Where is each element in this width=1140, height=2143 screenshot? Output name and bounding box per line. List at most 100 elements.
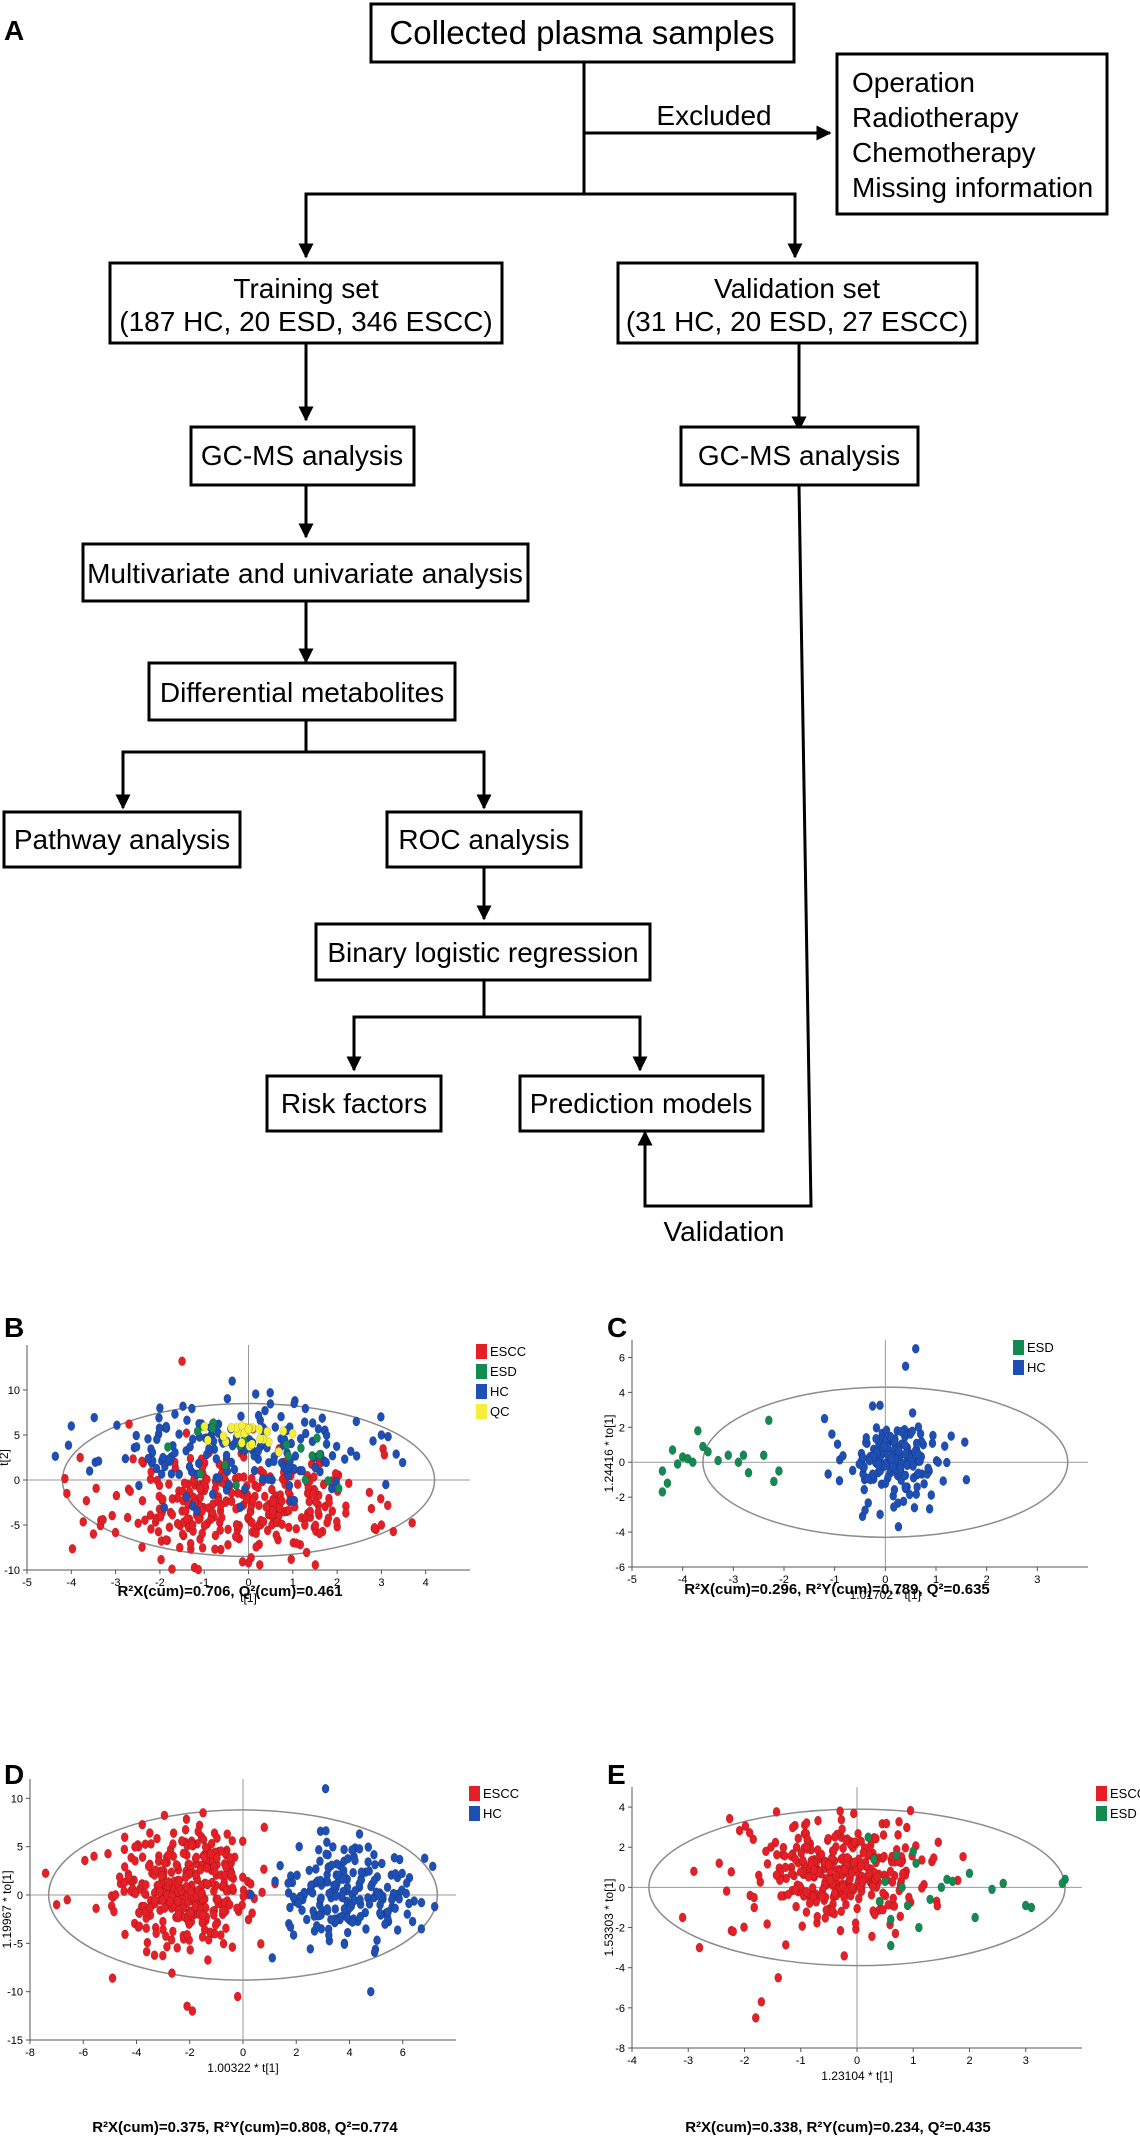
data-point-hc (144, 1453, 153, 1464)
data-point-escc (871, 1833, 880, 1843)
data-point-escc (832, 1871, 841, 1881)
data-point-escc (198, 1528, 207, 1539)
data-point-hc (903, 1460, 912, 1471)
data-point-hc (183, 1415, 191, 1426)
node-pathway: Pathway analysis (2, 810, 242, 869)
data-point-qc (274, 1446, 283, 1457)
data-point-hc (311, 1462, 320, 1473)
y-tick-label: -6 (615, 2003, 625, 2015)
data-point-escc (181, 1824, 190, 1835)
data-point-escc (879, 1888, 887, 1898)
model-statistics: R²X(cum)=0.706, Q²(cum)=0.461 (117, 1583, 342, 1600)
data-point-escc (300, 1520, 309, 1530)
data-point-escc (246, 1879, 255, 1889)
data-point-escc (817, 1891, 826, 1902)
x-tick-label: -2 (155, 1577, 165, 1589)
data-point-hc (121, 1453, 130, 1464)
data-point-hc (250, 1465, 259, 1476)
data-point-escc (168, 1493, 177, 1504)
data-point-escc (849, 1808, 858, 1819)
data-point-hc (384, 1431, 392, 1442)
data-point-escc (268, 1496, 277, 1507)
data-point-esd (196, 1468, 205, 1479)
data-point-hc (405, 1898, 413, 1909)
flowchart: A Collected plasma s (2, 2, 1109, 1247)
data-point-escc (224, 1524, 232, 1535)
data-point-escc (839, 1881, 848, 1892)
data-point-escc (836, 1806, 844, 1816)
data-point-escc (867, 1890, 876, 1900)
y-axis-label: 1.24416 * to[1] (602, 1414, 616, 1492)
data-point-escc (814, 1815, 822, 1826)
data-point-escc (232, 1519, 241, 1530)
data-point-hc (855, 1459, 864, 1469)
data-point-hc (392, 1449, 401, 1459)
data-point-escc (165, 1522, 174, 1533)
data-point-escc (850, 1837, 859, 1848)
data-point-escc (181, 1872, 190, 1883)
data-point-escc (933, 1900, 942, 1911)
x-tick-label: 4 (346, 2047, 352, 2059)
model-statistics: R²X(cum)=0.375, R²Y(cum)=0.808, Q²=0.774 (92, 2119, 398, 2136)
data-point-esd (308, 1451, 317, 1461)
data-point-escc (158, 1950, 167, 1961)
data-point-escc (813, 1911, 822, 1922)
data-point-hc (85, 1466, 94, 1476)
y-tick-label: 5 (14, 1430, 20, 1442)
data-point-hc (67, 1421, 76, 1431)
data-point-escc (168, 1968, 176, 1978)
data-point-hc (286, 1922, 295, 1932)
data-point-hc (175, 1469, 183, 1480)
data-point-escc (332, 1516, 341, 1527)
data-point-escc (278, 1496, 286, 1506)
data-point-escc (108, 1510, 117, 1521)
data-point-esd (164, 1442, 172, 1452)
panel-label-a: A (4, 15, 24, 46)
x-tick-label: 3 (378, 1577, 384, 1589)
data-point-hc (175, 1429, 183, 1440)
exclusion-item: Missing information (852, 172, 1093, 203)
data-point-escc (201, 1842, 210, 1853)
data-point-escc (167, 1867, 176, 1878)
data-point-hc (340, 1939, 349, 1950)
validation-title: Validation set (714, 273, 880, 304)
data-point-hc (322, 1849, 330, 1860)
scatter-plot-c: -5 -4 -3 -2 -1 0 1 2 3 -6 -4 -2 0 2 4 6 1.01702 * t[1] 1.… (602, 1340, 1088, 1602)
data-point-escc (198, 1543, 207, 1553)
data-point-escc (173, 1943, 182, 1953)
data-point-escc (125, 1419, 133, 1429)
data-point-hc (162, 1421, 171, 1432)
data-point-escc (183, 2001, 191, 2012)
data-point-hc (417, 1923, 426, 1934)
data-point-escc (763, 1859, 772, 1869)
data-point-escc (186, 1907, 195, 1918)
data-point-esd (313, 1433, 321, 1443)
data-point-esd (739, 1450, 748, 1461)
data-point-esd (875, 1896, 884, 1907)
series-esd (658, 1415, 783, 1497)
data-point-hc (289, 1930, 298, 1940)
legend-label-escc: ESCC (483, 1786, 519, 1801)
data-point-escc (365, 1487, 374, 1498)
data-point-hc (868, 1401, 877, 1411)
data-point-escc (780, 1851, 789, 1861)
data-point-hc (886, 1431, 895, 1442)
data-point-escc (194, 1514, 203, 1525)
data-point-hc (254, 1410, 263, 1421)
data-point-escc (216, 1525, 225, 1535)
y-tick-label: 6 (619, 1352, 625, 1364)
data-point-esd (673, 1459, 682, 1469)
data-point-escc (802, 1907, 811, 1917)
data-point-hc (417, 1897, 426, 1908)
x-tick-label: 2 (293, 2047, 299, 2059)
data-point-escc (260, 1491, 269, 1502)
training-title: Training set (233, 273, 378, 304)
data-point-escc (880, 1851, 889, 1862)
data-point-escc (164, 1850, 173, 1861)
data-point-escc (342, 1508, 350, 1518)
data-point-esd (759, 1450, 768, 1461)
data-point-qc (248, 1439, 256, 1450)
data-point-escc (367, 1503, 376, 1514)
data-point-hc (298, 1465, 306, 1476)
